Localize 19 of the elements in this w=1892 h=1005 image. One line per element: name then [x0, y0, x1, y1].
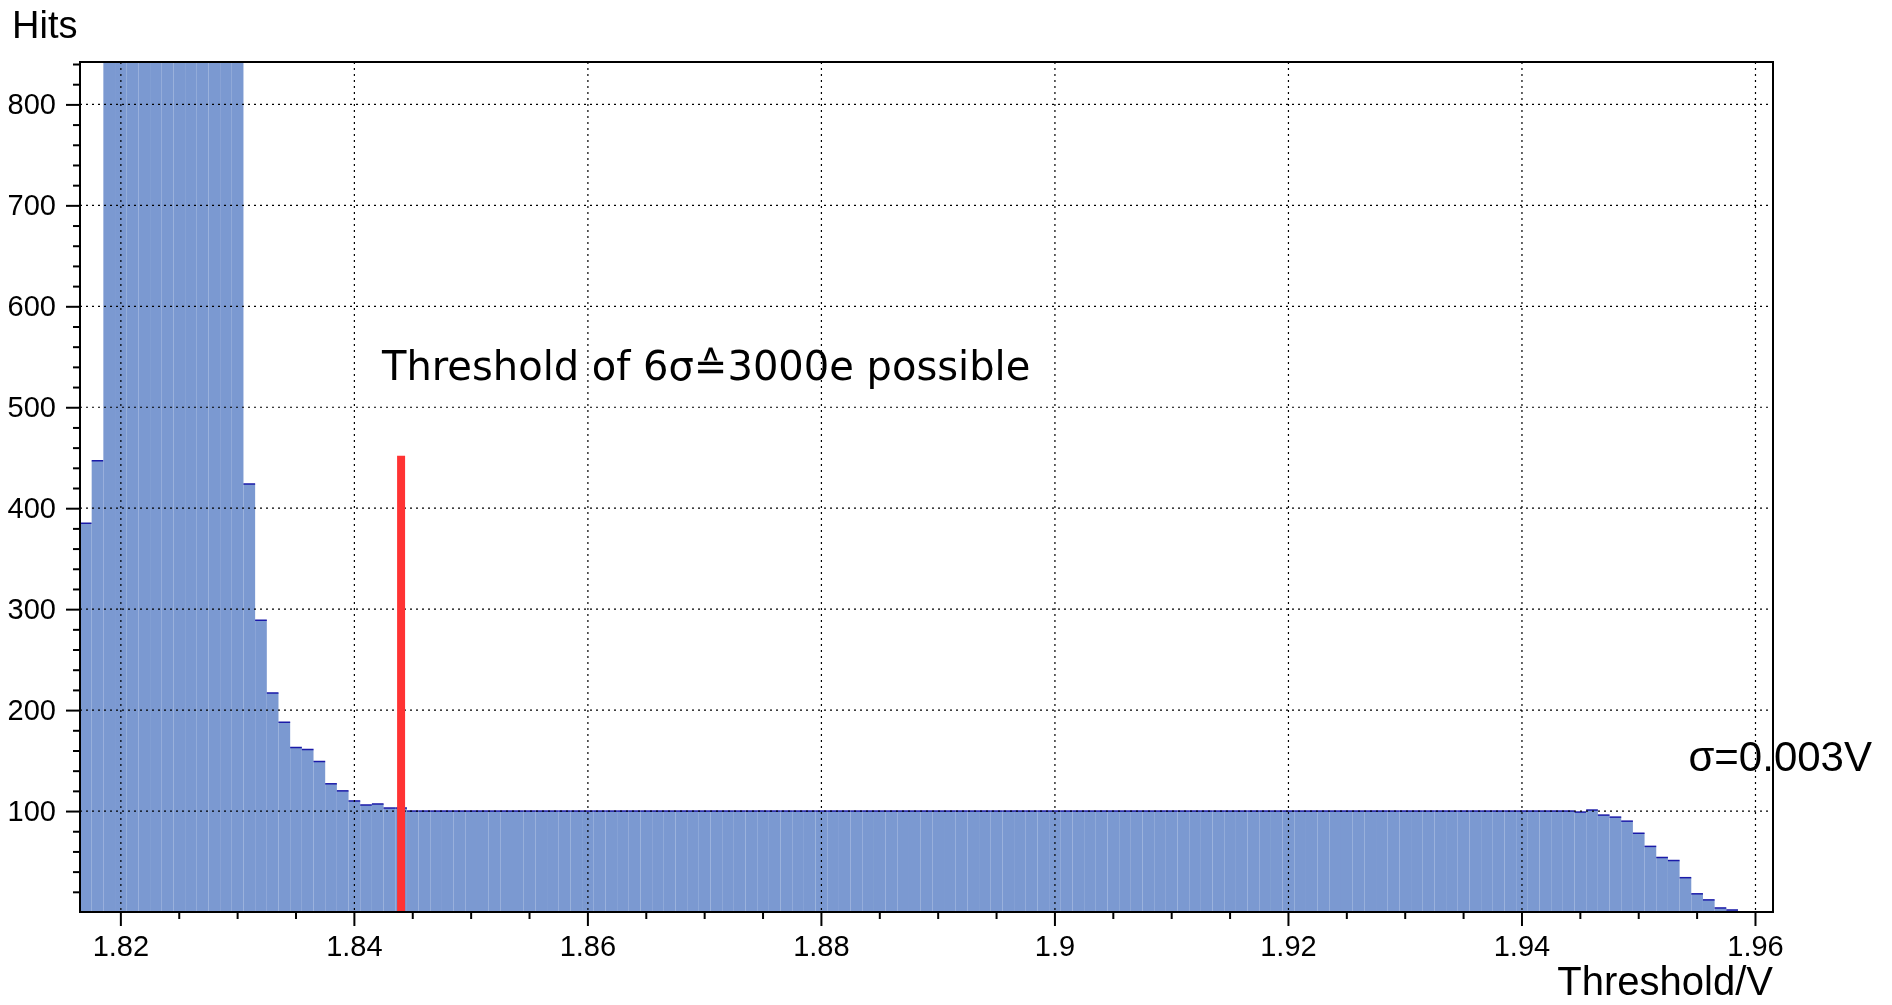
y-tick-label: 400	[7, 491, 56, 524]
y-tick-label: 100	[7, 794, 56, 827]
y-tick-label: 800	[7, 88, 56, 121]
x-tick-label: 1.84	[326, 930, 383, 962]
x-tick-label: 1.92	[1260, 930, 1317, 962]
y-tick-label: 500	[7, 391, 56, 424]
annotation: Threshold of 6σ≙3000e possible	[381, 343, 1031, 389]
y-tick-label: 200	[7, 693, 56, 726]
x-tick-label: 1.88	[793, 930, 850, 962]
x-tick-label: 1.82	[92, 930, 150, 962]
x-axis-title: Threshold/V	[1557, 959, 1774, 1003]
y-tick-label: 600	[7, 290, 56, 323]
x-tick-label: 1.9	[1034, 930, 1076, 962]
y-tick-label: 300	[7, 592, 56, 625]
x-tick-label: 1.94	[1493, 930, 1551, 962]
y-tick-label: 700	[7, 189, 56, 222]
x-tick-label: 1.86	[559, 930, 617, 962]
y-axis-title: Hits	[12, 4, 78, 46]
x-tick-label: 1.96	[1727, 930, 1784, 962]
